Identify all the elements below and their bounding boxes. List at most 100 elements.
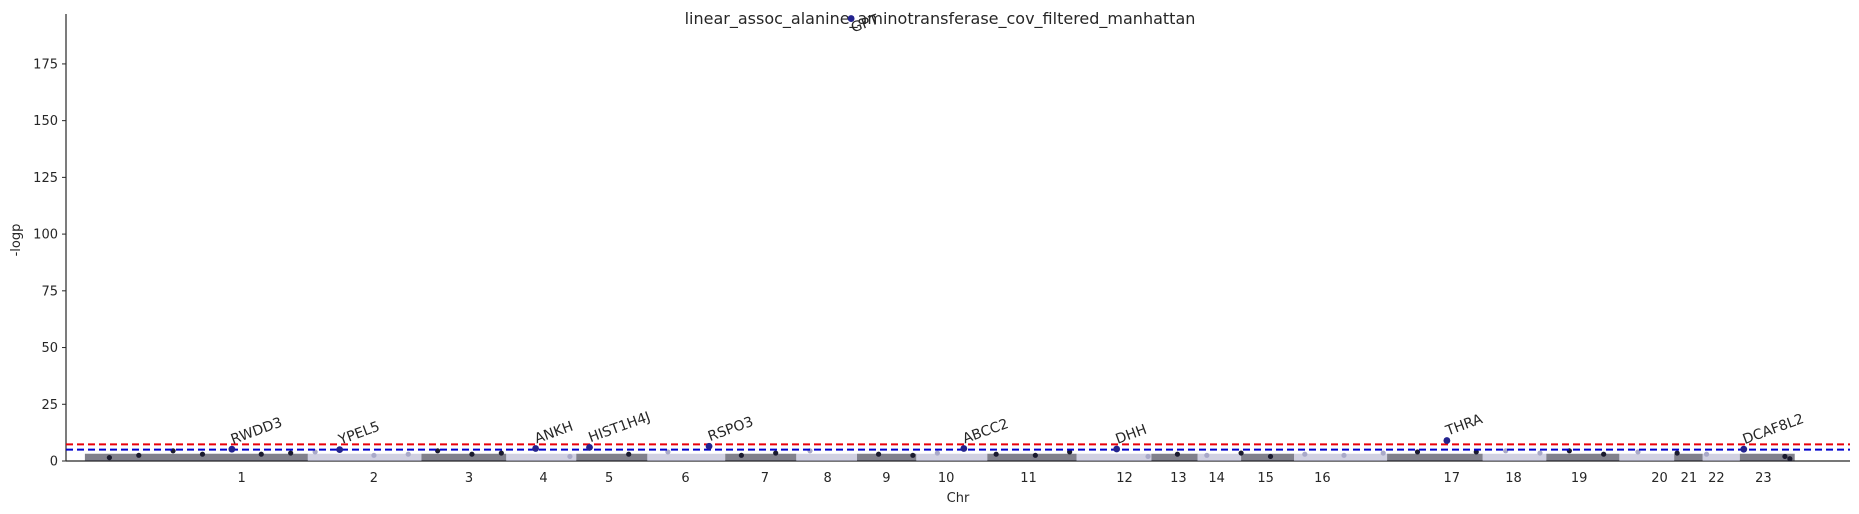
data-point — [469, 451, 475, 457]
chromosome-band — [1546, 453, 1620, 461]
x-tick-label: 6 — [681, 471, 689, 486]
data-point — [288, 450, 294, 456]
chromosome-band — [1702, 453, 1740, 461]
y-tick-label: 25 — [41, 398, 58, 413]
highlighted-point — [960, 445, 968, 452]
y-tick-label: 50 — [41, 341, 58, 356]
data-point — [1414, 449, 1421, 455]
data-point — [626, 451, 632, 457]
chromosome-band — [857, 453, 917, 461]
chromosome-band — [1294, 453, 1388, 461]
y-axis-label: -logp — [9, 224, 24, 257]
y-tick-label: 0 — [50, 455, 58, 470]
x-tick-label: 11 — [1020, 471, 1037, 486]
data-point — [405, 451, 411, 457]
data-point — [875, 451, 882, 457]
chromosome-band — [916, 453, 988, 461]
chromosome-band — [1241, 453, 1295, 461]
data-point — [1674, 450, 1680, 456]
gene-label: THRA — [1443, 411, 1485, 439]
chart-title: linear_assoc_alanine_aminotransferase_co… — [685, 9, 1196, 29]
x-tick-label: 23 — [1755, 471, 1772, 486]
x-tick-label: 19 — [1571, 471, 1588, 486]
x-tick-label: 4 — [539, 471, 547, 486]
x-tick-label: 8 — [823, 471, 831, 486]
threshold-lines — [66, 443, 1850, 451]
data-point — [1601, 451, 1607, 457]
y-tick-label: 75 — [41, 284, 58, 299]
x-tick-label: 12 — [1116, 471, 1133, 486]
chromosome-band — [1151, 453, 1198, 461]
chromosome-band — [1197, 453, 1242, 461]
x-tick-label: 17 — [1444, 471, 1461, 486]
x-tick-label: 14 — [1208, 471, 1225, 486]
gene-label: DHH — [1114, 422, 1149, 448]
data-point — [106, 454, 112, 461]
data-points — [106, 15, 1793, 462]
chromosome-band — [506, 453, 577, 461]
x-tick-label: 20 — [1651, 471, 1668, 486]
data-point — [498, 450, 504, 456]
y-tick-label: 175 — [33, 57, 58, 72]
y-tick-label: 125 — [33, 171, 58, 186]
data-point — [1703, 451, 1710, 457]
x-tick-label: 16 — [1314, 471, 1331, 486]
chromosome-band — [1619, 453, 1675, 461]
chromosome-band — [1387, 453, 1483, 461]
y-tick-label: 100 — [33, 228, 58, 243]
data-point — [371, 452, 377, 458]
chromosome-band — [421, 453, 507, 461]
x-tick-label: 18 — [1505, 471, 1522, 486]
data-point — [993, 451, 999, 457]
highlighted-point — [228, 445, 236, 453]
data-point — [1238, 450, 1244, 456]
x-tick-label: 7 — [761, 471, 769, 486]
highlighted-point — [1113, 445, 1121, 453]
noise-band — [84, 453, 1795, 461]
data-point — [1380, 450, 1386, 456]
highlighted-point — [1443, 437, 1451, 444]
chromosome-band — [84, 453, 308, 461]
x-ticks: 1 2 3 4 5 6 7 8 9 10 11 12 13 14 15 16 17 18 19 20 21 22 23 — [238, 471, 1772, 486]
x-tick-label: 5 — [605, 471, 613, 486]
gene-label: ANKH — [533, 419, 576, 448]
x-tick-label: 1 — [238, 471, 246, 486]
x-tick-label: 2 — [370, 471, 378, 486]
data-point — [1537, 450, 1543, 456]
data-point — [1787, 456, 1793, 462]
data-point — [1174, 451, 1181, 457]
data-point — [1267, 453, 1274, 460]
y-ticks: 0 25 50 75 100 125 150 175 — [33, 57, 66, 470]
data-point — [1503, 448, 1509, 454]
data-point — [1032, 452, 1038, 458]
data-point — [773, 450, 779, 456]
y-tick-label: 150 — [33, 114, 58, 129]
chromosome-band — [725, 453, 797, 461]
chromosome-band — [576, 453, 648, 461]
chromosome-band — [1674, 453, 1703, 461]
gene-label: RSPO3 — [706, 414, 756, 445]
x-tick-label: 9 — [882, 471, 890, 486]
data-point — [738, 452, 744, 458]
x-tick-label: 21 — [1681, 471, 1698, 486]
data-point — [199, 451, 206, 457]
x-axis-label: Chr — [947, 491, 970, 506]
chromosome-band — [796, 453, 858, 461]
chromosome-band — [1739, 453, 1795, 461]
gene-label: RWDD3 — [229, 415, 285, 448]
data-point — [1341, 452, 1347, 458]
gene-label: HIST1H4J — [586, 409, 652, 446]
gene-label: DCAF8L2 — [1741, 411, 1806, 448]
data-point — [435, 448, 441, 454]
data-point — [258, 451, 264, 457]
chromosome-band — [1482, 453, 1547, 461]
data-point — [910, 452, 916, 458]
data-point — [136, 452, 142, 458]
gene-label: ABCC2 — [961, 416, 1011, 447]
chromosome-band — [1076, 453, 1152, 461]
chromosome-band — [307, 453, 422, 461]
data-point — [1145, 453, 1151, 460]
chromosome-band — [987, 453, 1077, 461]
chromosome-band — [647, 453, 726, 461]
